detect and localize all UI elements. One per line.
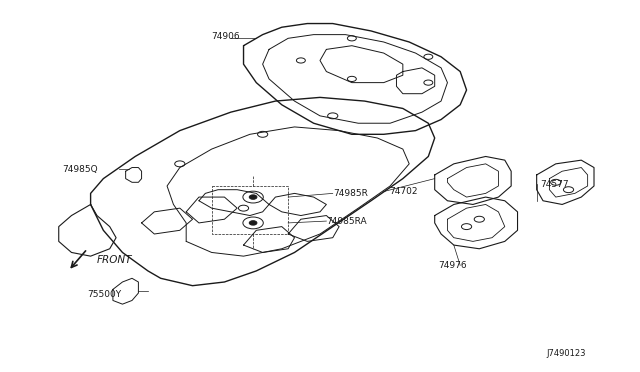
- Text: 74985RA: 74985RA: [326, 217, 367, 225]
- Text: 74577: 74577: [540, 180, 568, 189]
- Text: 74906: 74906: [212, 32, 240, 41]
- Text: 74976: 74976: [438, 261, 467, 270]
- Text: 74702: 74702: [389, 187, 417, 196]
- Circle shape: [249, 195, 257, 199]
- Text: 74985Q: 74985Q: [62, 165, 97, 174]
- Circle shape: [249, 221, 257, 225]
- Text: J7490123: J7490123: [546, 350, 586, 359]
- Text: 74985R: 74985R: [333, 189, 367, 198]
- Text: 75500Y: 75500Y: [88, 291, 122, 299]
- Text: FRONT: FRONT: [97, 255, 132, 265]
